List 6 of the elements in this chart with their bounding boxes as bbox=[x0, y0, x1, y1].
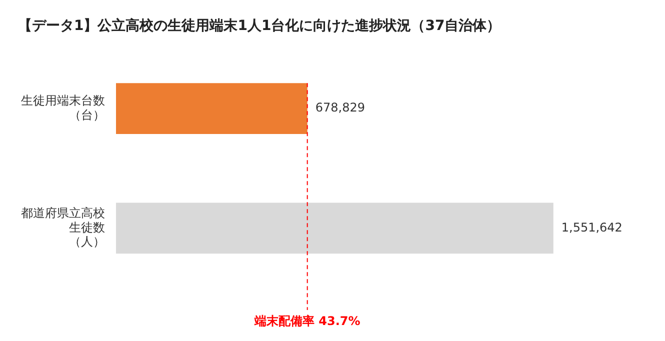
data-label: 1,551,642 bbox=[561, 220, 622, 234]
ref-line-label: 端末配備率 43.7% bbox=[253, 314, 360, 328]
y-tick-label: 生徒用端末台数（台） bbox=[21, 94, 105, 122]
y-tick-label: 都道府県立高校生徒数（人） bbox=[21, 206, 105, 249]
data-label: 678,829 bbox=[315, 100, 365, 115]
chart-title: 【データ1】公立高校の生徒用端末1人1台化に向けた進捗状況（37自治体） bbox=[18, 17, 501, 34]
